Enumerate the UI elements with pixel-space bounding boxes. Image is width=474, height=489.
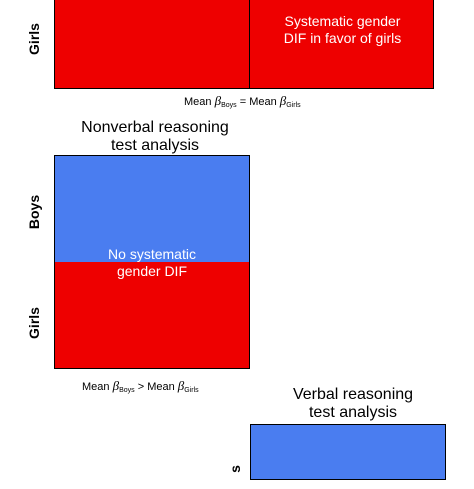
caption-operator: = [239, 96, 247, 108]
subscript-girls: Girls [184, 387, 199, 394]
middle-panel-center-text: No systematic gender DIF [54, 246, 250, 280]
caption-mean-2: Mean [147, 381, 175, 393]
top-panel-divider [249, 0, 250, 89]
middle-panel-ylabel-boys: Boys [26, 194, 42, 230]
caption-mean-2: Mean [249, 96, 277, 108]
subscript-girls: Girls [286, 102, 301, 109]
subscript-boys: Boys [221, 102, 237, 109]
beta-symbol-2: β [279, 93, 287, 108]
beta-symbol-2: β [177, 378, 185, 393]
caption-mean-1: Mean [184, 96, 212, 108]
top-panel-right-text: Systematic gender DIF in favor of girls [255, 13, 430, 47]
middle-panel-frame [54, 155, 250, 369]
caption-operator: > [137, 381, 145, 393]
bottom-panel-ylabel-partial: s [227, 465, 243, 473]
subscript-boys: Boys [119, 387, 135, 394]
top-panel-caption: Mean βBoys = Mean βGirls [184, 93, 301, 109]
top-panel-right-text-line2: DIF in favor of girls [283, 30, 402, 46]
bottom-panel-title-line2: test analysis [308, 404, 398, 421]
beta-symbol-1: β [112, 378, 120, 393]
caption-mean-1: Mean [82, 381, 110, 393]
beta-symbol-1: β [214, 93, 222, 108]
middle-panel-boys-region [55, 156, 249, 262]
top-panel-right-text-line1: Systematic gender [284, 13, 401, 29]
middle-panel-ylabel-girls: Girls [26, 307, 42, 339]
middle-panel-girls-region [55, 262, 249, 368]
middle-panel-title-line1: Nonverbal reasoning [81, 119, 229, 136]
bottom-panel-boys-region [250, 424, 446, 480]
middle-panel-title-line2: test analysis [110, 137, 200, 154]
middle-panel-center-text-line1: No systematic [108, 246, 196, 262]
top-panel-ylabel-girls: Girls [26, 23, 42, 55]
middle-panel-title: Nonverbal reasoning test analysis [60, 119, 250, 155]
bottom-panel-title: Verbal reasoning test analysis [258, 386, 448, 422]
bottom-panel-title-line1: Verbal reasoning [292, 386, 414, 403]
middle-panel-caption: Mean βBoys > Mean βGirls [82, 378, 199, 394]
middle-panel-center-text-line2: gender DIF [116, 263, 188, 279]
top-panel-girls-region [54, 0, 434, 89]
